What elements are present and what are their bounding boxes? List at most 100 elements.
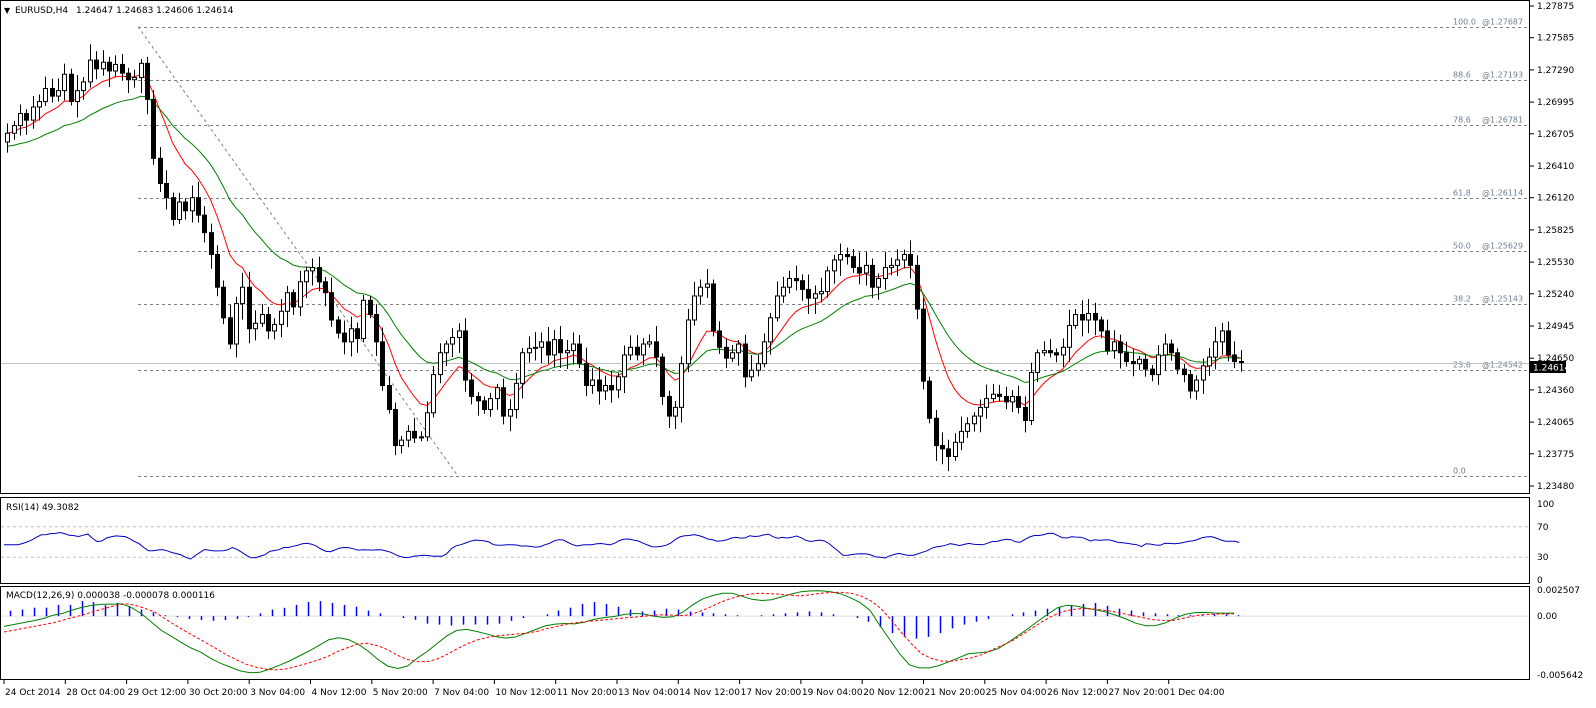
candle-body bbox=[12, 125, 17, 134]
candle-body bbox=[1105, 330, 1110, 352]
time-tick-label: 4 Nov 12:00 bbox=[312, 688, 367, 698]
candle-body bbox=[304, 270, 309, 283]
candle-body bbox=[215, 253, 220, 288]
candle-body bbox=[908, 253, 913, 266]
axes: 1.27875 1.27585 1.27290 1.26995 1.26705 1.264… bbox=[3, 2, 1574, 698]
candle-body bbox=[539, 341, 544, 348]
time-tick-label: 26 Nov 12:00 bbox=[1047, 688, 1108, 698]
candle-body bbox=[190, 197, 195, 212]
candle-body bbox=[1023, 406, 1028, 421]
candle-body bbox=[221, 286, 226, 319]
candle-body bbox=[1150, 368, 1155, 376]
price-tick-label: 1.26410 bbox=[1537, 162, 1574, 172]
candle-body bbox=[533, 346, 538, 349]
price-tick-label: 1.27585 bbox=[1537, 34, 1574, 44]
macd-pane[interactable] bbox=[0, 586, 1530, 680]
candle-body bbox=[1010, 395, 1015, 403]
candle-body bbox=[1004, 395, 1009, 403]
candle-body bbox=[756, 363, 761, 371]
candle-body bbox=[667, 395, 672, 417]
price-tick-label: 1.26705 bbox=[1537, 130, 1574, 140]
candle-body bbox=[743, 343, 748, 378]
candle-body bbox=[686, 319, 691, 365]
candle-body bbox=[813, 293, 818, 299]
time-tick-label: 25 Nov 04:00 bbox=[986, 688, 1047, 698]
candle-body bbox=[1201, 365, 1206, 381]
candle-body bbox=[209, 232, 214, 255]
candle-body bbox=[18, 113, 23, 127]
candle-body bbox=[260, 314, 265, 324]
candle-body bbox=[768, 317, 773, 343]
candle-body bbox=[1137, 358, 1142, 365]
candle-body bbox=[1239, 360, 1244, 364]
candle-body bbox=[1029, 371, 1034, 421]
candle-body bbox=[1054, 352, 1059, 356]
candle-body bbox=[171, 197, 176, 221]
candle-body bbox=[43, 87, 48, 103]
candle-body bbox=[88, 59, 93, 83]
candle-body bbox=[959, 430, 964, 443]
candle-body bbox=[253, 322, 258, 330]
candle-body bbox=[234, 303, 239, 345]
candle-body bbox=[787, 277, 792, 288]
candle-body bbox=[94, 59, 99, 70]
candle-body bbox=[845, 253, 850, 258]
candle-body bbox=[927, 380, 932, 419]
candle-body bbox=[1169, 343, 1174, 354]
candle-body bbox=[902, 253, 907, 261]
candle-body bbox=[37, 101, 42, 108]
candle-body bbox=[1156, 354, 1161, 376]
price-tick-label: 1.23480 bbox=[1537, 482, 1574, 492]
candle-body bbox=[482, 400, 487, 411]
fib-price-label: @1.27687 bbox=[1482, 18, 1523, 27]
candle-body bbox=[1232, 354, 1237, 362]
candle-body bbox=[380, 341, 385, 387]
candle-body bbox=[113, 63, 118, 72]
candle-body bbox=[457, 330, 462, 338]
candle-body bbox=[323, 281, 328, 294]
candle-body bbox=[406, 430, 411, 441]
candle-body bbox=[361, 299, 366, 340]
candle-body bbox=[1086, 312, 1091, 321]
candle-body bbox=[851, 256, 856, 269]
candle-body bbox=[1175, 352, 1180, 370]
time-tick-label: 3 Nov 04:00 bbox=[250, 688, 305, 698]
fib-price-label: @1.27193 bbox=[1482, 71, 1523, 80]
candle-body bbox=[56, 90, 61, 97]
candle-body bbox=[266, 314, 271, 332]
candle-body bbox=[571, 343, 576, 352]
candle-body bbox=[1163, 343, 1168, 356]
price-tick-label: 1.25825 bbox=[1537, 226, 1574, 236]
price-tick-label: 1.23775 bbox=[1537, 450, 1574, 460]
candle-body bbox=[616, 376, 621, 391]
candle-body bbox=[120, 63, 125, 74]
macd-tick-label: 0.002507 bbox=[1537, 586, 1580, 596]
fib-price-label: @1.26114 bbox=[1482, 189, 1523, 198]
rsi-tick-label: 100 bbox=[1537, 500, 1554, 510]
candle-body bbox=[679, 363, 684, 408]
candle-body bbox=[724, 346, 729, 359]
collapse-arrow-icon[interactable]: ▼ bbox=[4, 6, 11, 15]
time-tick-label: 5 Nov 20:00 bbox=[373, 688, 428, 698]
candle-body bbox=[806, 288, 811, 299]
candle-body bbox=[915, 264, 920, 310]
candle-body bbox=[934, 417, 939, 447]
candle-body bbox=[349, 328, 354, 343]
time-tick-label: 24 Oct 2014 bbox=[5, 688, 61, 698]
fib-level-label: 0.0 bbox=[1453, 467, 1466, 476]
candle-body bbox=[279, 310, 284, 325]
candle-body bbox=[736, 343, 741, 354]
candle-body bbox=[139, 62, 144, 79]
candle-body bbox=[603, 385, 608, 392]
candle-body bbox=[1143, 358, 1148, 370]
rsi-pane[interactable] bbox=[0, 497, 1530, 584]
price-tick-label: 1.24650 bbox=[1537, 354, 1574, 364]
time-tick-label: 1 Dec 04:00 bbox=[1170, 688, 1225, 698]
candle-body bbox=[431, 374, 436, 414]
candle-body bbox=[698, 286, 703, 297]
candle-body bbox=[857, 267, 862, 274]
candle-body bbox=[883, 267, 888, 279]
price-pane[interactable] bbox=[0, 0, 1530, 494]
